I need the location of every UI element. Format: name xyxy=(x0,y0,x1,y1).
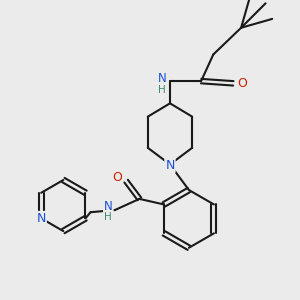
Text: H: H xyxy=(104,212,112,222)
Text: O: O xyxy=(112,171,122,184)
Text: N: N xyxy=(165,159,175,172)
Text: O: O xyxy=(237,77,247,90)
Text: N: N xyxy=(37,212,46,225)
Text: H: H xyxy=(158,85,166,95)
Text: N: N xyxy=(158,72,167,86)
Text: N: N xyxy=(104,200,113,213)
